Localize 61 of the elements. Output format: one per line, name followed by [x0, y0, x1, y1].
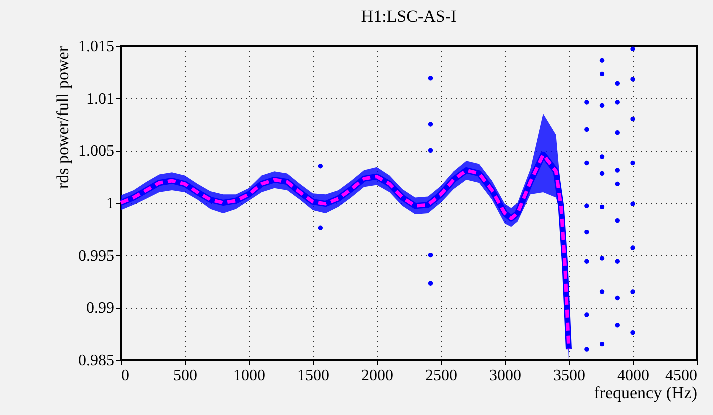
- point: [584, 127, 590, 132]
- chart-title: H1:LSC-AS-I: [361, 7, 458, 26]
- point: [630, 160, 636, 166]
- point: [584, 160, 590, 166]
- point: [630, 116, 636, 122]
- point: [584, 347, 590, 352]
- y-tick-label: 1.015: [78, 38, 114, 56]
- x-axis-title: frequency (Hz): [594, 384, 698, 402]
- x-tick-label: 1500: [298, 368, 330, 384]
- point: [615, 182, 620, 186]
- point: [584, 259, 590, 264]
- point: [615, 81, 620, 86]
- point: [630, 202, 636, 206]
- y-axis-title: rds power/full power: [54, 46, 72, 190]
- point: [600, 58, 605, 63]
- point: [615, 168, 620, 173]
- point: [630, 77, 636, 82]
- x-tick-label: 3500: [554, 368, 586, 384]
- point: [428, 148, 434, 154]
- x-tick-label: 3000: [490, 368, 522, 384]
- point: [584, 100, 590, 105]
- point: [600, 256, 605, 261]
- y-tick-label: 1.01: [86, 90, 114, 108]
- point: [630, 330, 636, 336]
- x-tick-label: 4500: [666, 368, 698, 384]
- y-tick-label: 0.985: [78, 352, 114, 370]
- point: [318, 226, 324, 230]
- point: [584, 204, 590, 208]
- point: [428, 281, 434, 286]
- x-tick-label: 1000: [234, 368, 266, 384]
- point: [600, 342, 605, 347]
- x-tick-label: 4000: [618, 368, 650, 384]
- x-tick-label: 2000: [362, 368, 394, 384]
- point: [615, 296, 620, 301]
- point: [600, 171, 605, 176]
- y-tick-label: 0.995: [78, 248, 114, 265]
- point: [630, 290, 636, 294]
- point: [584, 312, 590, 318]
- point: [600, 72, 605, 77]
- point: [600, 103, 605, 108]
- point: [428, 76, 434, 81]
- point: [600, 204, 605, 210]
- y-tick-label: 0.99: [86, 300, 114, 318]
- point: [615, 100, 620, 105]
- point: [428, 122, 434, 127]
- point: [615, 218, 620, 224]
- point: [630, 246, 636, 250]
- x-tick-label: 2500: [426, 368, 458, 384]
- point: [615, 130, 620, 136]
- point: [630, 46, 636, 52]
- point: [428, 252, 434, 258]
- point: [584, 230, 590, 235]
- y-tick-label: 1.005: [78, 143, 114, 160]
- y-tick-label: 1: [106, 196, 114, 212]
- x-tick-label: 500: [174, 368, 198, 384]
- x-tick-label: 0: [122, 368, 130, 384]
- point: [600, 154, 605, 160]
- point: [615, 323, 620, 328]
- point: [615, 259, 620, 264]
- point: [318, 164, 324, 169]
- point: [600, 290, 605, 294]
